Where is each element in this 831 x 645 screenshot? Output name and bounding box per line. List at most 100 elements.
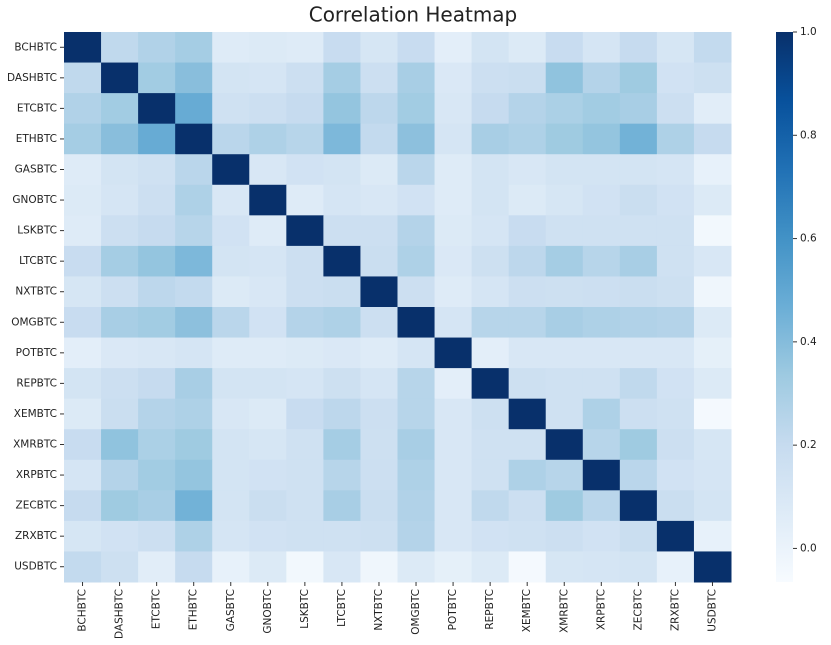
x-tick-label: DASHBTC <box>114 589 126 639</box>
heatmap-cell <box>508 368 547 400</box>
y-tick-label: ETHBTC <box>16 133 57 145</box>
heatmap-cell <box>471 154 510 186</box>
colorbar-tick-label: 0.2 <box>800 439 817 451</box>
heatmap-cell <box>138 459 176 491</box>
heatmap-cell <box>434 154 473 186</box>
y-tick-label: XMRBTC <box>13 439 57 451</box>
heatmap-cell <box>545 245 584 277</box>
heatmap-cell <box>471 551 510 583</box>
heatmap-cell <box>249 245 287 277</box>
heatmap-cell <box>323 429 361 461</box>
heatmap-cell <box>212 215 250 247</box>
heatmap-cell <box>397 307 436 339</box>
heatmap-cell <box>693 184 732 216</box>
heatmap-cell <box>101 459 139 491</box>
heatmap-cell <box>656 245 695 277</box>
colorbar-tick-label: 0.6 <box>800 233 817 245</box>
heatmap-cell <box>323 62 361 94</box>
heatmap-cell <box>175 93 213 125</box>
heatmap-cell <box>619 245 658 277</box>
heatmap-cell <box>693 459 732 491</box>
heatmap-cell <box>619 429 658 461</box>
heatmap-cell <box>101 62 139 94</box>
heatmap-cell <box>249 215 287 247</box>
heatmap-cell <box>212 276 250 308</box>
heatmap-cell <box>656 368 695 400</box>
heatmap-cell <box>360 245 398 277</box>
heatmap-cell <box>545 429 584 461</box>
heatmap-cell <box>360 184 398 216</box>
heatmap-cell <box>249 459 287 491</box>
heatmap-cell <box>360 368 398 400</box>
heatmap-cell <box>101 429 139 461</box>
heatmap-cell <box>545 490 584 522</box>
heatmap-cell <box>471 429 510 461</box>
heatmap-cell <box>323 520 361 552</box>
heatmap-cell <box>397 32 436 64</box>
heatmap-cell <box>360 459 398 491</box>
heatmap-cell <box>508 520 547 552</box>
heatmap-cell <box>434 520 473 552</box>
heatmap-cell <box>286 93 324 125</box>
heatmap-cell <box>249 490 287 522</box>
heatmap-cell <box>656 154 695 186</box>
heatmap-cell <box>64 184 102 216</box>
heatmap-cell <box>175 154 213 186</box>
colorbar <box>776 32 793 582</box>
heatmap-cell <box>397 429 436 461</box>
heatmap-cell <box>175 337 213 369</box>
heatmap-cell <box>138 154 176 186</box>
heatmap-cell <box>656 93 695 125</box>
heatmap-cell <box>101 184 139 216</box>
heatmap-cell <box>434 551 473 583</box>
heatmap-cell <box>582 32 621 64</box>
heatmap-cell <box>471 398 510 430</box>
heatmap-cell <box>508 32 547 64</box>
heatmap-cell <box>101 245 139 277</box>
heatmap-cell <box>360 62 398 94</box>
heatmap-cell <box>212 337 250 369</box>
heatmap-cell <box>64 429 102 461</box>
heatmap-cell <box>693 276 732 308</box>
heatmap-cell <box>582 245 621 277</box>
heatmap-cell <box>471 520 510 552</box>
heatmap-cell <box>619 215 658 247</box>
heatmap-cell <box>619 32 658 64</box>
heatmap-cell <box>212 123 250 155</box>
heatmap-cell <box>64 123 102 155</box>
heatmap-cell <box>175 32 213 64</box>
heatmap-cell <box>212 490 250 522</box>
y-tick-label: NXTBTC <box>15 286 57 298</box>
x-tick-label: NXTBTC <box>373 589 385 631</box>
heatmap-cell <box>434 337 473 369</box>
heatmap-cell <box>360 307 398 339</box>
heatmap-cell <box>286 337 324 369</box>
heatmap-cell <box>656 215 695 247</box>
heatmap-cell <box>397 459 436 491</box>
heatmap-cell <box>693 490 732 522</box>
heatmap-cell <box>212 368 250 400</box>
heatmap-cell <box>656 551 695 583</box>
heatmap-cell <box>175 62 213 94</box>
heatmap-cell <box>471 215 510 247</box>
heatmap-cell <box>212 429 250 461</box>
heatmap-cell <box>619 490 658 522</box>
heatmap-cell <box>212 154 250 186</box>
heatmap-cell <box>286 520 324 552</box>
heatmap-cell <box>508 154 547 186</box>
heatmap-cell <box>471 337 510 369</box>
heatmap-cell <box>397 93 436 125</box>
heatmap-cell <box>360 123 398 155</box>
heatmap-cell <box>286 184 324 216</box>
heatmap-cell <box>508 184 547 216</box>
heatmap-cell <box>323 307 361 339</box>
y-tick-label: ZECBTC <box>16 500 58 512</box>
y-tick-label: XEMBTC <box>14 408 57 420</box>
x-tick-label: ZECBTC <box>632 589 644 631</box>
heatmap-cell <box>693 520 732 552</box>
heatmap-cell <box>545 215 584 247</box>
heatmap-cell <box>508 276 547 308</box>
heatmap-cell <box>693 551 732 583</box>
heatmap-cell <box>138 93 176 125</box>
heatmap-cell <box>64 337 102 369</box>
